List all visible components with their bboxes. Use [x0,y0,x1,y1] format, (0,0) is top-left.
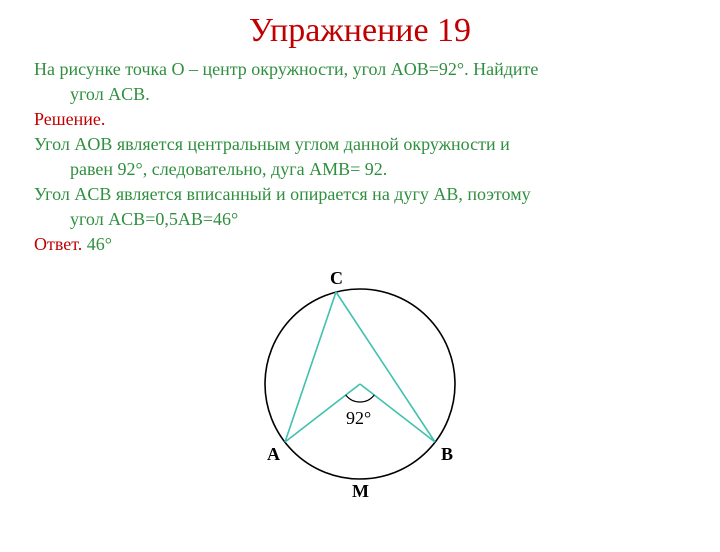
solution-line-1a: Угол AOB является центральным углом данн… [34,133,686,156]
figure-svg [0,254,720,514]
problem-text-2: угол ACB. [70,84,150,104]
angle-arc [346,395,374,402]
point-label-A: A [267,444,280,465]
solution-line-2a: Угол ACB является вписанный и опирается … [34,183,686,206]
problem-line-2: угол ACB. [34,83,686,106]
answer-line: Ответ. 46° [34,233,686,256]
solution-text-2b: угол ACB=0,5AB=46° [70,209,238,229]
angle-value-label: 92° [346,408,371,429]
page-title: Упражнение 19 [0,12,720,50]
solution-text-1b: равен 92°, следовательно, дуга AMB= 92. [70,159,387,179]
line-CA [285,292,336,442]
line-OB [360,384,435,442]
solution-text-1a: Угол AOB является центральным углом данн… [34,134,510,154]
solution-line-2b: угол ACB=0,5AB=46° [34,208,686,231]
problem-text-1: На рисунке точка O – центр окружности, у… [34,59,538,79]
problem-line-1: На рисунке точка O – центр окружности, у… [34,58,686,81]
solution-label: Решение. [34,109,105,129]
solution-label-line: Решение. [34,108,686,131]
point-label-B: B [441,444,453,465]
content-block: На рисунке точка O – центр окружности, у… [0,58,720,256]
point-label-M: M [352,481,369,502]
point-label-C: C [330,268,343,289]
title-text: Упражнение 19 [249,12,471,49]
solution-line-1b: равен 92°, следовательно, дуга AMB= 92. [34,158,686,181]
solution-text-2a: Угол ACB является вписанный и опирается … [34,184,531,204]
answer-value: 46° [82,234,112,254]
geometry-figure: C A B M 92° [0,254,720,514]
answer-label: Ответ. [34,234,82,254]
